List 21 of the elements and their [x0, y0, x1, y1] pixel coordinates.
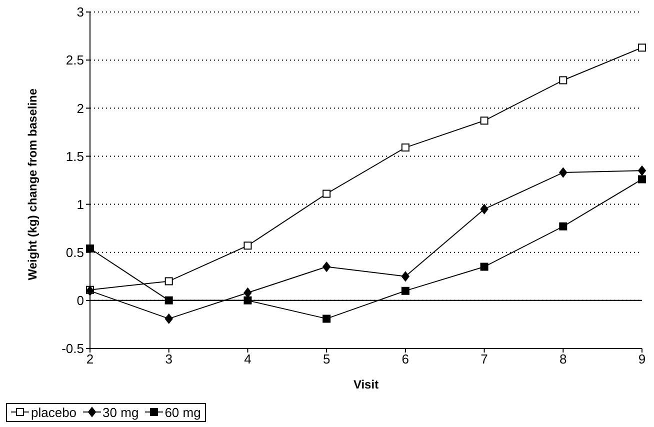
y-tick-label: -0.5: [62, 341, 84, 356]
y-tick-label: 2: [76, 100, 84, 116]
y-tick-label: 0.5: [66, 244, 84, 260]
legend-label: 60 mg: [164, 404, 201, 420]
legend-label: 30 mg: [102, 404, 139, 420]
x-tick-label: 6: [402, 352, 410, 367]
x-axis-title: Visit: [353, 378, 379, 392]
x-tick-label: 7: [480, 352, 488, 367]
legend-label: placebo: [31, 404, 77, 420]
y-tick-label: 1: [76, 196, 84, 212]
y-tick-label: 0: [76, 293, 84, 308]
x-tick-label: 3: [165, 352, 172, 367]
x-tick-label: 2: [86, 352, 94, 367]
x-tick-label: 9: [638, 352, 646, 367]
y-axis-title: Weight (kg) change from baseline: [25, 88, 40, 280]
y-tick-label: 3: [76, 4, 84, 20]
x-tick-label: 4: [244, 352, 252, 367]
x-tick-label: 8: [560, 352, 567, 367]
y-tick-label: 1.5: [66, 148, 84, 164]
y-tick-label: 2.5: [66, 52, 84, 68]
x-tick-label: 5: [322, 352, 330, 367]
